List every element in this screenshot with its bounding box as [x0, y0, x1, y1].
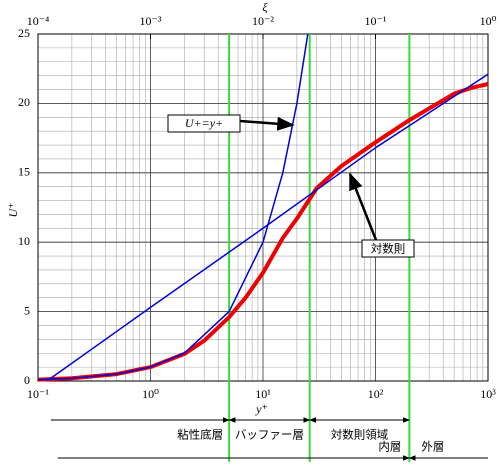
x-tick-label: 10⁰: [142, 387, 159, 401]
x-tick-label: 10²: [368, 387, 384, 401]
x-axis-label: y⁺: [255, 402, 268, 416]
series-line: [46, 73, 489, 382]
y-tick-label: 25: [18, 26, 30, 40]
y-tick-label: 15: [18, 165, 30, 179]
y-tick-label: 20: [18, 95, 30, 109]
layer-label: 内層: [378, 440, 401, 454]
callout-label: 対数則: [371, 242, 406, 256]
y-tick-label: 5: [24, 303, 30, 317]
x2-tick-label: 10⁻¹: [365, 14, 387, 28]
region-label: 粘性底層: [177, 428, 223, 442]
x2-tick-label: 10⁻³: [140, 14, 162, 28]
x-tick-label: 10¹: [255, 387, 271, 401]
series-line: [37, 33, 309, 381]
x2-tick-label: 10⁻⁴: [27, 14, 50, 28]
x2-tick-label: 10⁰: [480, 14, 497, 28]
region-label: 対数則領域: [331, 428, 389, 442]
x-tick-label: 10⁻¹: [27, 387, 49, 401]
callout-label: U+=y+: [185, 116, 223, 130]
x2-tick-label: 10⁻²: [252, 14, 274, 28]
x2-axis-label: ξ: [262, 0, 268, 14]
layer-label: 外層: [421, 440, 444, 454]
y-tick-label: 0: [24, 373, 30, 387]
callout-box: [361, 239, 415, 258]
x-tick-label: 10³: [480, 387, 496, 401]
callout-arrow: [348, 172, 378, 241]
region-label: バッファー層: [235, 428, 304, 442]
callout-arrow: [239, 116, 295, 131]
y-tick-label: 10: [18, 234, 30, 248]
callout-box: [167, 114, 241, 133]
plot-frame: [37, 33, 489, 382]
y-axis-label: U⁺: [6, 203, 20, 218]
